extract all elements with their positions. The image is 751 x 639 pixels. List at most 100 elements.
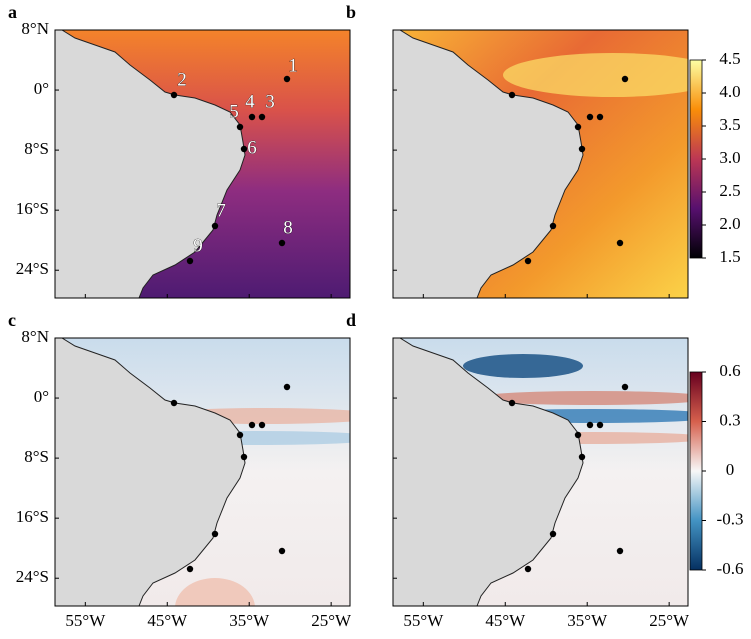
map-frame bbox=[392, 337, 689, 607]
land bbox=[393, 338, 583, 606]
station bbox=[283, 383, 291, 391]
x-tick-label: 55°W bbox=[65, 611, 106, 630]
ocean-feature bbox=[463, 354, 583, 378]
station bbox=[524, 565, 532, 573]
y-tick-label: 24°S bbox=[16, 259, 49, 278]
colorbar-tick-label: -0.6 bbox=[717, 559, 744, 578]
map-panel bbox=[392, 29, 689, 299]
station bbox=[278, 239, 286, 247]
colorbar-tick-label: 0.3 bbox=[719, 410, 740, 429]
station bbox=[508, 91, 516, 99]
colorbar bbox=[689, 371, 703, 571]
station bbox=[578, 453, 586, 461]
land bbox=[393, 30, 583, 298]
x-tick-label: 45°W bbox=[485, 611, 526, 630]
station-label: 9 bbox=[193, 235, 203, 256]
station bbox=[549, 222, 557, 230]
colorbar-tick-label: 3.5 bbox=[719, 115, 740, 134]
land bbox=[55, 30, 245, 298]
colorbar-tick-label: 2.0 bbox=[719, 214, 740, 233]
panel-label: a bbox=[8, 2, 17, 22]
x-tick-label: 55°W bbox=[403, 611, 444, 630]
station-label: 3 bbox=[265, 91, 275, 112]
map-area bbox=[55, 338, 350, 606]
x-tick-label: 35°W bbox=[567, 611, 608, 630]
station bbox=[616, 547, 624, 555]
map-panel: 55°W 45°W 35°W 25°W bbox=[392, 337, 690, 630]
map-area bbox=[55, 30, 350, 298]
colorbar-tick-label: 2.5 bbox=[719, 181, 740, 200]
station bbox=[211, 530, 219, 538]
station-label: 5 bbox=[229, 101, 239, 122]
panel-label: b bbox=[346, 2, 356, 22]
x-tick-label: 35°W bbox=[229, 611, 270, 630]
station-label: 7 bbox=[216, 200, 226, 221]
station bbox=[508, 399, 516, 407]
station bbox=[240, 453, 248, 461]
station bbox=[616, 239, 624, 247]
map-frame bbox=[392, 29, 689, 299]
colorbar-tick-label: -0.3 bbox=[717, 509, 744, 528]
station bbox=[170, 91, 178, 99]
colorbar-tick-label: 0.6 bbox=[719, 361, 740, 380]
station bbox=[278, 547, 286, 555]
station bbox=[236, 431, 244, 439]
colorbar-tick-label: 4.5 bbox=[719, 49, 740, 68]
map-panel: 8°N 0° 8°S 16°S 24°S 55°W 45°W 35°W 25°W bbox=[16, 327, 352, 630]
station bbox=[258, 113, 266, 121]
station bbox=[578, 145, 586, 153]
y-tick-label: 8°S bbox=[24, 139, 49, 158]
station bbox=[574, 123, 582, 131]
colorbar-tick-label: 3.0 bbox=[719, 148, 740, 167]
station bbox=[248, 421, 256, 429]
station-label: 1 bbox=[288, 55, 298, 76]
y-tick-label: 0° bbox=[34, 387, 49, 406]
ocean-feature bbox=[175, 578, 255, 606]
colorbar-tick-label: 0 bbox=[726, 460, 735, 479]
station bbox=[596, 113, 604, 121]
station bbox=[236, 123, 244, 131]
station-label: 2 bbox=[177, 69, 187, 90]
station bbox=[586, 421, 594, 429]
ocean-feature bbox=[473, 391, 688, 405]
station bbox=[574, 431, 582, 439]
map-area bbox=[393, 30, 688, 298]
station bbox=[283, 75, 291, 83]
station bbox=[248, 113, 256, 121]
station bbox=[524, 257, 532, 265]
x-tick-label: 25°W bbox=[649, 611, 690, 630]
station bbox=[621, 383, 629, 391]
panel-label: c bbox=[8, 310, 16, 330]
station-label: 4 bbox=[245, 91, 255, 112]
station-label: 8 bbox=[283, 217, 293, 238]
map-frame bbox=[54, 337, 351, 607]
y-tick-label: 16°S bbox=[16, 199, 49, 218]
colorbar-tick-label: 4.0 bbox=[719, 82, 740, 101]
y-tick-label: 8°N bbox=[21, 327, 49, 346]
land bbox=[55, 338, 245, 606]
station bbox=[186, 257, 194, 265]
y-tick-label: 8°N bbox=[21, 19, 49, 38]
y-tick-label: 8°S bbox=[24, 447, 49, 466]
station bbox=[586, 113, 594, 121]
station bbox=[211, 222, 219, 230]
y-tick-label: 16°S bbox=[16, 507, 49, 526]
station bbox=[240, 145, 248, 153]
y-tick-label: 24°S bbox=[16, 567, 49, 586]
station bbox=[621, 75, 629, 83]
colorbar-tick-label: 1.5 bbox=[719, 247, 740, 266]
station bbox=[596, 421, 604, 429]
station-label: 6 bbox=[247, 137, 257, 158]
station bbox=[258, 421, 266, 429]
station bbox=[549, 530, 557, 538]
x-tick-label: 45°W bbox=[147, 611, 188, 630]
map-frame bbox=[54, 29, 351, 299]
ocean-feature bbox=[503, 53, 688, 97]
colorbar bbox=[689, 59, 703, 259]
station bbox=[170, 399, 178, 407]
x-tick-label: 25°W bbox=[311, 611, 352, 630]
panel-label: d bbox=[346, 310, 356, 330]
y-tick-label: 0° bbox=[34, 79, 49, 98]
map-area bbox=[393, 338, 688, 606]
